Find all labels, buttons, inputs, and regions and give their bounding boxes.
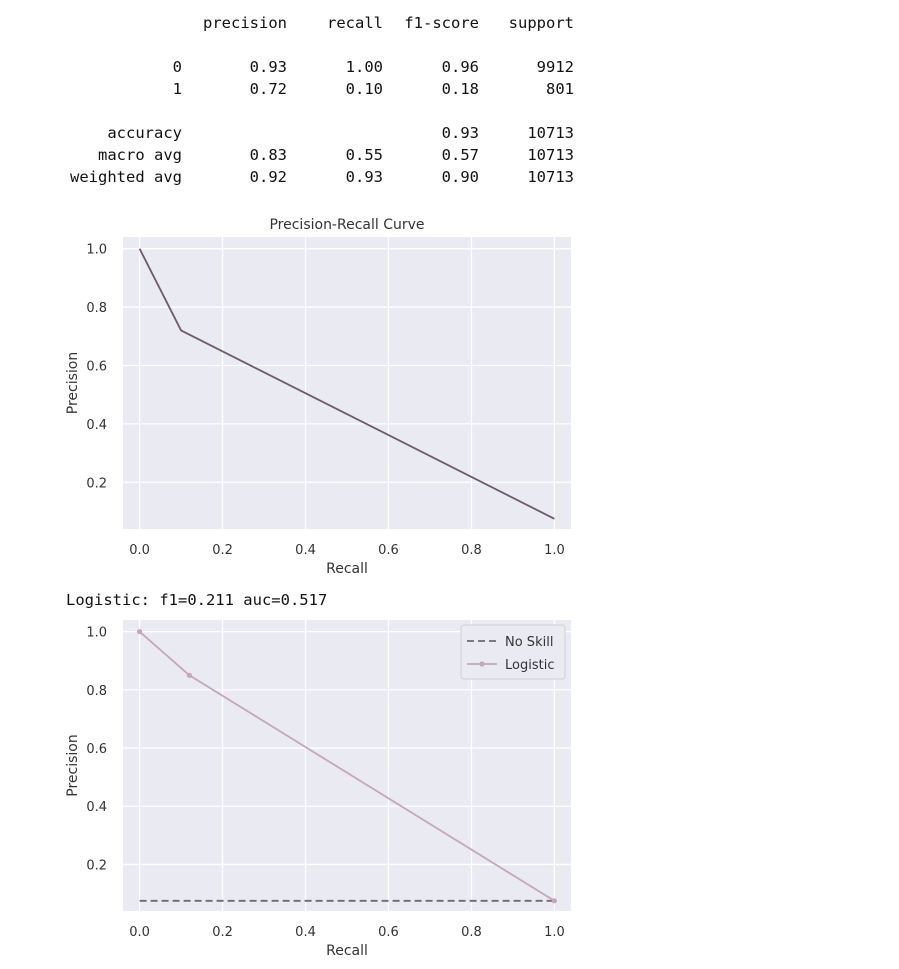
y-tick-label: 0.2 bbox=[86, 858, 107, 873]
x-tick-label: 0.6 bbox=[378, 543, 399, 558]
y-tick-label: 0.6 bbox=[86, 359, 107, 374]
report-header: f1-score bbox=[404, 14, 479, 32]
report-header: support bbox=[508, 14, 574, 32]
x-tick-label: 0.2 bbox=[212, 925, 233, 940]
x-tick-label: 0.4 bbox=[295, 925, 316, 940]
report-cell: 0.90 bbox=[441, 168, 479, 186]
report-row-label: weighted avg bbox=[70, 168, 182, 186]
y-tick-label: 0.4 bbox=[86, 800, 107, 815]
report-row-label: accuracy bbox=[107, 124, 182, 142]
report-cell: 10713 bbox=[527, 168, 574, 186]
report-cell: 0.83 bbox=[249, 146, 287, 164]
y-tick-label: 0.2 bbox=[86, 476, 107, 491]
data-point bbox=[186, 672, 192, 678]
x-axis-label: Recall bbox=[326, 943, 368, 959]
legend-label: No Skill bbox=[505, 635, 553, 650]
y-axis-label: Precision bbox=[65, 352, 81, 414]
x-tick-label: 0.2 bbox=[212, 543, 233, 558]
y-tick-label: 1.0 bbox=[86, 243, 107, 258]
y-tick-label: 1.0 bbox=[86, 626, 107, 641]
plot-area bbox=[123, 237, 571, 529]
precision-recall-chart: 0.0 0.2 0.4 0.6 0.8 1.0 0.2 0.4 0.6 0.8 1.0 Precisi… bbox=[65, 217, 571, 577]
x-tick-label: 0.0 bbox=[129, 543, 150, 558]
report-cell: 10713 bbox=[527, 146, 574, 164]
legend-box bbox=[460, 624, 566, 680]
report-row-label: 0 bbox=[172, 58, 182, 76]
report-cell: 0.57 bbox=[441, 146, 479, 164]
report-cell: 0.93 bbox=[441, 124, 479, 142]
series-line-0 bbox=[138, 248, 555, 520]
y-axis-label: Precision bbox=[65, 734, 81, 796]
y-tick-label: 0.6 bbox=[86, 742, 107, 757]
y-tick-label: 0.8 bbox=[86, 684, 107, 699]
logistic-pr-chart: 0.0 0.2 0.4 0.6 0.8 1.0 0.2 0.4 0.6 0.8 1.0 Recall P… bbox=[65, 620, 571, 959]
data-point bbox=[136, 629, 143, 635]
report-cell: 0.72 bbox=[249, 80, 287, 98]
x-tick-label: 0.4 bbox=[295, 543, 316, 558]
report-row-label: 1 bbox=[172, 80, 182, 98]
report-cell: 0.92 bbox=[249, 168, 287, 186]
report-cell: 0.10 bbox=[345, 80, 383, 98]
x-tick-label: 1.0 bbox=[544, 543, 565, 558]
report-cell: 801 bbox=[546, 80, 574, 98]
x-tick-label: 0.6 bbox=[378, 925, 399, 940]
y-tick-label: 0.8 bbox=[86, 301, 107, 316]
y-tick-label: 0.4 bbox=[86, 418, 107, 433]
report-cell: 0.93 bbox=[345, 168, 383, 186]
x-tick-label: 0.8 bbox=[461, 543, 482, 558]
report-cell: 0.96 bbox=[441, 58, 479, 76]
x-tick-label: 1.0 bbox=[544, 925, 565, 940]
report-cell: 0.18 bbox=[441, 80, 479, 98]
classification-report: precision recall f1-score support 0 0.93 1.00 0… bbox=[0, 0, 899, 200]
report-cell: 9912 bbox=[536, 58, 574, 76]
legend-label: Logistic bbox=[505, 658, 554, 673]
x-tick-label: 0.8 bbox=[461, 925, 482, 940]
report-cell: 0.93 bbox=[249, 58, 287, 76]
report-cell: 1.00 bbox=[345, 58, 383, 76]
report-row-label: macro avg bbox=[98, 146, 182, 164]
x-tick-label: 0.0 bbox=[129, 925, 150, 940]
data-point bbox=[551, 898, 558, 904]
chart-title: Precision-Recall Curve bbox=[269, 217, 424, 233]
logistic-score-text: Logistic: f1=0.211 auc=0.517 bbox=[66, 591, 328, 609]
report-cell: 0.55 bbox=[345, 146, 383, 164]
report-header: precision bbox=[203, 14, 287, 32]
x-axis-label: Recall bbox=[326, 561, 368, 577]
legend-marker bbox=[479, 661, 485, 667]
report-header: recall bbox=[327, 14, 383, 32]
report-cell: 10713 bbox=[527, 124, 574, 142]
